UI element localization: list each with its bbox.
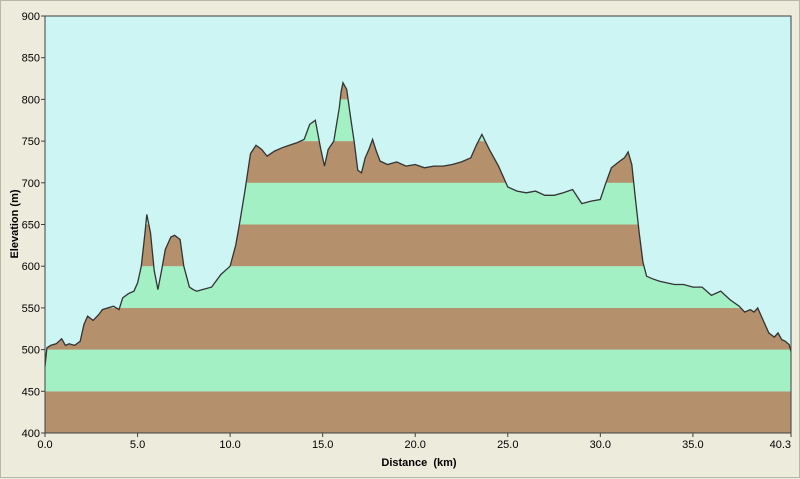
x-tick-label: 0.0 bbox=[37, 439, 52, 451]
y-tick-label: 800 bbox=[22, 94, 40, 106]
y-tick-label: 450 bbox=[22, 386, 40, 398]
y-tick-label: 750 bbox=[22, 136, 40, 148]
x-axis-title: Distance (km) bbox=[381, 457, 457, 469]
elevation-band bbox=[45, 391, 791, 433]
x-tick-label: 40.3 bbox=[770, 439, 791, 451]
y-tick-label: 550 bbox=[22, 303, 40, 315]
x-tick-label: 25.0 bbox=[497, 439, 518, 451]
elevation-profile-line bbox=[44, 80, 792, 367]
y-tick-label: 500 bbox=[22, 345, 40, 357]
y-tick-label: 850 bbox=[22, 53, 40, 65]
y-axis-title: Elevation (m) bbox=[9, 189, 21, 258]
elevation-band bbox=[45, 307, 791, 350]
x-tick-label: 30.0 bbox=[590, 439, 611, 451]
x-axis: 0.0 5.0 10.0 15.0 20.0 25.0 30.0 35.0 40.3 bbox=[37, 433, 792, 451]
y-axis: 400 450 500 550 600 650 700 750 800 850 900 bbox=[22, 11, 45, 440]
y-tick-label: 600 bbox=[22, 261, 40, 273]
y-tick-label: 400 bbox=[22, 428, 40, 440]
y-tick-label: 700 bbox=[22, 178, 40, 190]
y-tick-label: 900 bbox=[22, 11, 40, 23]
x-tick-label: 35.0 bbox=[682, 439, 703, 451]
elevation-band bbox=[45, 349, 791, 392]
x-tick-label: 15.0 bbox=[312, 439, 333, 451]
x-tick-label: 20.0 bbox=[405, 439, 426, 451]
x-tick-label: 5.0 bbox=[130, 439, 145, 451]
y-tick-label: 650 bbox=[22, 220, 40, 232]
x-tick-label: 10.0 bbox=[219, 439, 240, 451]
